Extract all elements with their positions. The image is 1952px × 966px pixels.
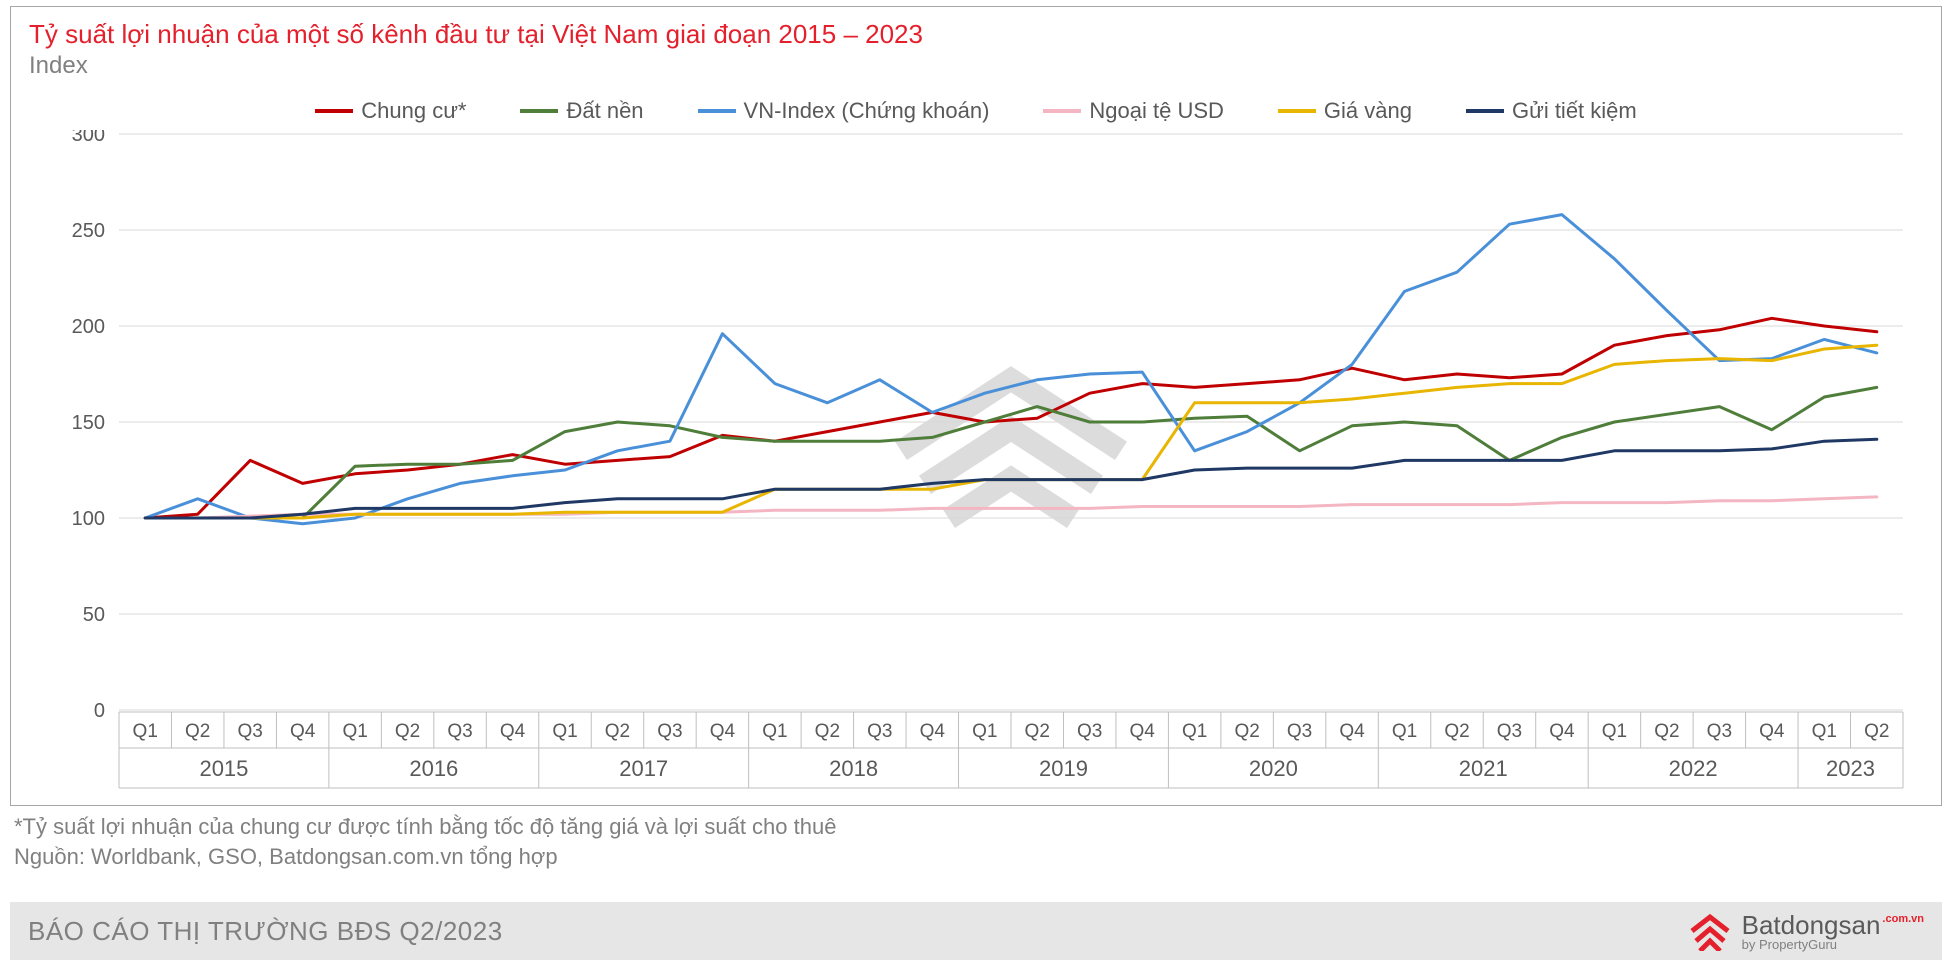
footnote-line-2: Nguồn: Worldbank, GSO, Batdongsan.com.vn… [14,842,1942,872]
x-tick-quarter: Q1 [1392,721,1417,742]
y-tick-label: 300 [72,130,105,146]
footer-title: BÁO CÁO THỊ TRƯỜNG BĐS Q2/2023 [28,916,503,947]
footer-bar: BÁO CÁO THỊ TRƯỜNG BĐS Q2/2023 Batdongsa… [10,902,1942,960]
x-tick-quarter: Q3 [867,721,892,742]
x-tick-quarter: Q1 [972,721,997,742]
brand-subtitle: by PropertyGuru [1742,938,1924,951]
legend-label: Chung cư* [361,98,466,124]
chart-plot: 0 50 100 150 200 250 300 Q1 Q2 Q3 Q4 Q1 Q2 Q3 Q4 Q1 Q2 Q3… [29,130,1923,795]
x-tick-quarter: Q3 [447,721,472,742]
x-tick-year: 2017 [619,756,668,781]
brand-tld: .com.vn [1882,914,1924,925]
x-tick-year: 2022 [1669,756,1718,781]
y-tick-label: 100 [72,508,105,530]
legend-item-vang: Giá vàng [1278,98,1412,124]
chart-subtitle: Index [29,52,1923,80]
x-tick-quarter: Q2 [1654,721,1679,742]
x-tick-quarter: Q3 [657,721,682,742]
legend-label: Gửi tiết kiệm [1512,98,1637,124]
y-tick-label: 200 [72,316,105,338]
x-tick-quarter: Q4 [710,721,736,742]
x-tick-quarter: Q3 [237,721,262,742]
y-tick-label: 150 [72,412,105,434]
y-tick-label: 0 [94,700,105,722]
x-tick-quarter: Q4 [920,721,946,742]
x-tick-quarter: Q2 [815,721,840,742]
y-tick-label: 50 [83,604,105,626]
x-tick-year: 2018 [829,756,878,781]
house-icon [1688,911,1732,951]
legend-swatch [1278,109,1316,113]
x-tick-year: 2021 [1459,756,1508,781]
legend-item-chungcu: Chung cư* [315,98,466,124]
legend-item-vnindex: VN-Index (Chứng khoán) [698,98,990,124]
x-tick-quarter: Q3 [1077,721,1102,742]
legend-label: VN-Index (Chứng khoán) [744,98,990,124]
watermark-icon [901,379,1121,519]
x-tick-quarter: Q2 [395,721,420,742]
x-tick-quarter: Q4 [1339,721,1365,742]
x-tick-quarter: Q4 [1129,721,1155,742]
chart-title: Tỷ suất lợi nhuận của một số kênh đầu tư… [29,19,1923,50]
x-tick-quarter: Q1 [1602,721,1627,742]
legend-swatch [698,109,736,113]
chart-legend: Chung cư* Đất nền VN-Index (Chứng khoán) Ng… [29,98,1923,124]
footnote-line-1: *Tỷ suất lợi nhuận của chung cư được tín… [14,812,1942,842]
y-tick-label: 250 [72,220,105,242]
x-tick-quarter: Q1 [342,721,367,742]
chart-svg: 0 50 100 150 200 250 300 Q1 Q2 Q3 Q4 Q1 Q2 Q3 Q4 Q1 Q2 Q3… [29,130,1909,790]
brand-name: Batdongsan [1742,912,1881,938]
x-tick-quarter: Q1 [552,721,577,742]
legend-item-datnen: Đất nền [520,98,643,124]
x-tick-quarter: Q4 [290,721,316,742]
x-tick-year: 2019 [1039,756,1088,781]
chart-frame: Tỷ suất lợi nhuận của một số kênh đầu tư… [10,6,1942,806]
legend-label: Giá vàng [1324,98,1412,124]
x-tick-quarter: Q2 [1444,721,1469,742]
x-tick-quarter: Q4 [1759,721,1785,742]
legend-swatch [520,109,558,113]
legend-swatch [1466,109,1504,113]
x-tick-quarter: Q1 [1812,721,1837,742]
x-tick-quarter: Q2 [185,721,210,742]
page-root: Tỷ suất lợi nhuận của một số kênh đầu tư… [0,0,1952,966]
x-tick-year: 2020 [1249,756,1298,781]
legend-item-usd: Ngoại tệ USD [1043,98,1224,124]
brand-logo: Batdongsan .com.vn by PropertyGuru [1688,911,1924,951]
x-tick-quarter: Q3 [1287,721,1312,742]
series-tietkiem [145,439,1877,518]
x-tick-quarter: Q3 [1707,721,1732,742]
x-tick-quarter: Q4 [500,721,526,742]
legend-swatch [1043,109,1081,113]
x-tick-quarter: Q3 [1497,721,1522,742]
x-tick-year: 2023 [1826,756,1875,781]
chart-footnote: *Tỷ suất lợi nhuận của chung cư được tín… [10,806,1942,871]
x-tick-year: 2015 [199,756,248,781]
x-tick-quarter: Q4 [1549,721,1575,742]
x-tick-quarter: Q1 [133,721,158,742]
legend-label: Ngoại tệ USD [1089,98,1224,124]
x-tick-quarter: Q2 [605,721,630,742]
x-tick-quarter: Q2 [1864,721,1889,742]
x-tick-year: 2016 [409,756,458,781]
legend-item-tietkiem: Gửi tiết kiệm [1466,98,1637,124]
x-tick-quarter: Q2 [1025,721,1050,742]
legend-label: Đất nền [566,98,643,124]
x-tick-quarter: Q1 [1182,721,1207,742]
legend-swatch [315,109,353,113]
x-tick-quarter: Q2 [1234,721,1259,742]
x-tick-quarter: Q1 [762,721,787,742]
